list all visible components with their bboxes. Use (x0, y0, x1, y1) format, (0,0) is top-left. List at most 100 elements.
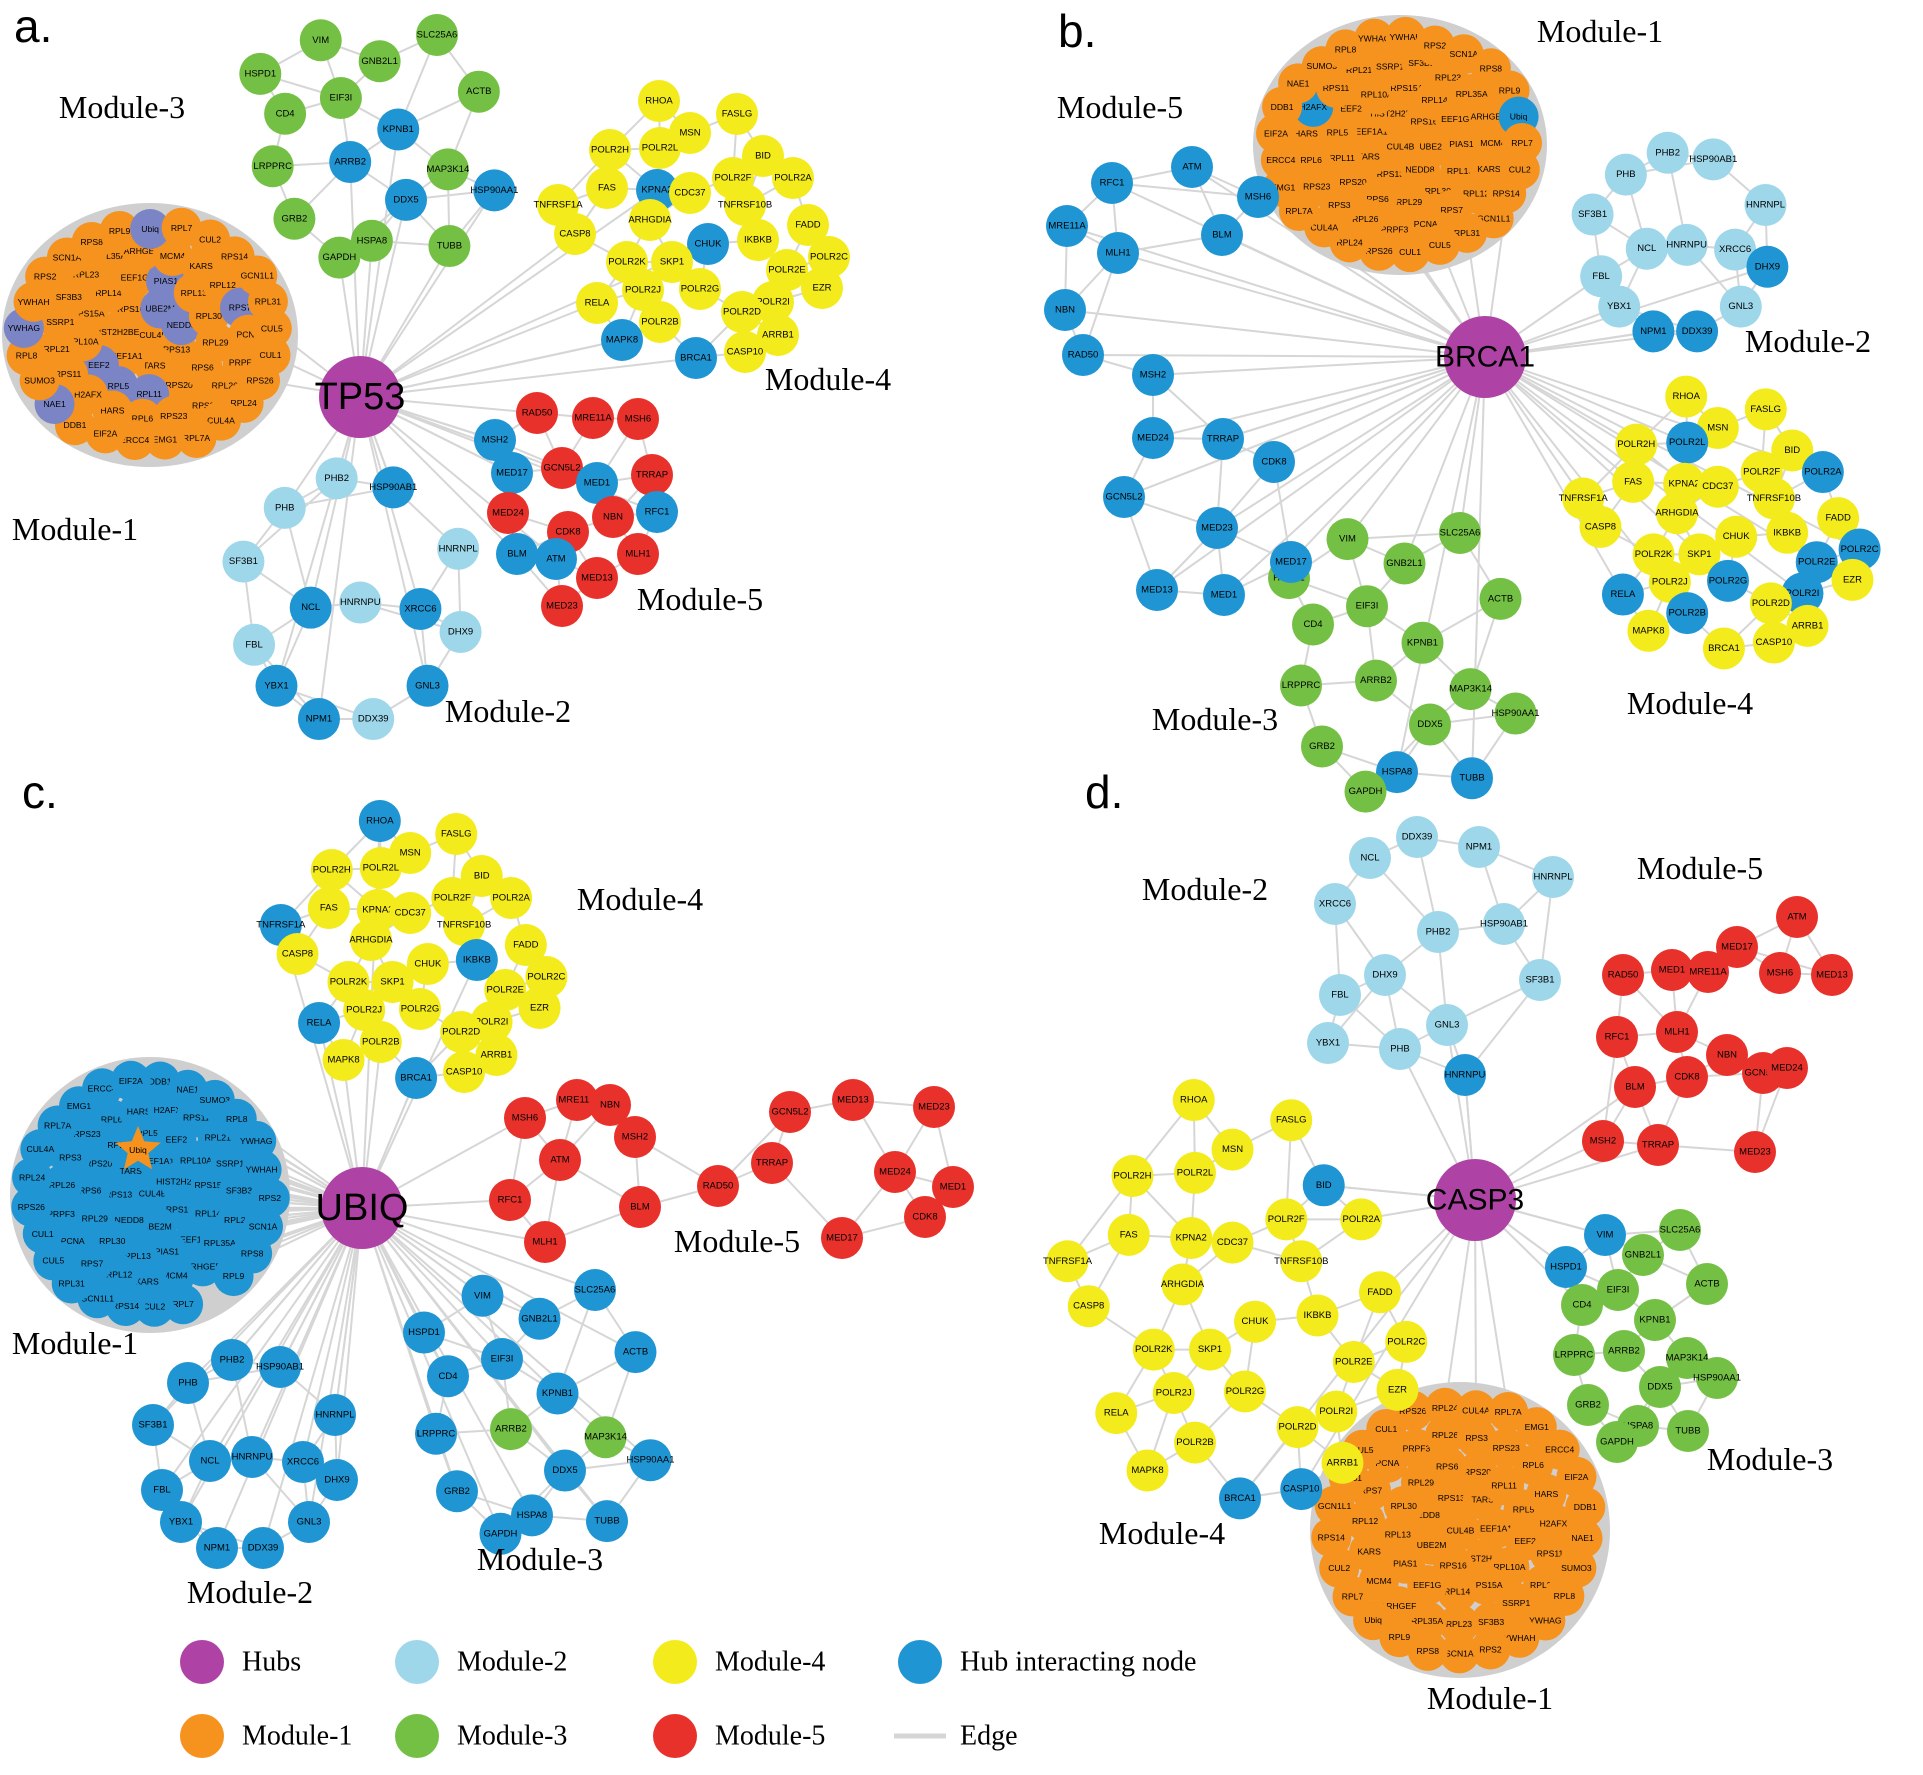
node-FAS[interactable]: FAS (1107, 1213, 1150, 1256)
node-RFC1[interactable]: RFC1 (636, 491, 678, 533)
node-MED17[interactable]: MED17 (821, 1217, 863, 1259)
node-POLR2L[interactable]: POLR2L (639, 127, 681, 169)
node-CASP8[interactable]: CASP8 (554, 213, 596, 255)
node-EIF2A[interactable]: EIF2A (1556, 1456, 1597, 1497)
node-HNRNPU[interactable]: HNRNPU (231, 1436, 273, 1478)
node-MAP3K14[interactable]: MAP3K14 (584, 1416, 627, 1459)
node-MSH2[interactable]: MSH2 (1582, 1120, 1624, 1162)
node-CHUK[interactable]: CHUK (687, 223, 729, 265)
node-RAD50[interactable]: RAD50 (697, 1165, 739, 1207)
node-ARRB2[interactable]: ARRB2 (1355, 659, 1397, 702)
node-NBN[interactable]: NBN (592, 496, 634, 538)
node-MSH6[interactable]: MSH6 (1237, 176, 1279, 218)
node-EZR[interactable]: EZR (1831, 558, 1874, 601)
node-POLR2L[interactable]: POLR2L (1666, 421, 1709, 464)
node-CD4[interactable]: CD4 (1561, 1284, 1603, 1326)
node-SF3B1[interactable]: SF3B1 (1519, 959, 1561, 1001)
node-TNFRSF10B[interactable]: TNFRSF10B (1274, 1240, 1328, 1283)
node-BID[interactable]: BID (1302, 1164, 1345, 1207)
node-MED13[interactable]: MED13 (576, 557, 618, 599)
node-MSN[interactable]: MSN (1211, 1128, 1254, 1171)
node-HNRNPU[interactable]: HNRNPU (1665, 223, 1708, 266)
node-RFC1[interactable]: RFC1 (1596, 1016, 1638, 1058)
node-DDX39[interactable]: DDX39 (1396, 816, 1438, 858)
node-NPM1[interactable]: NPM1 (1458, 826, 1500, 868)
node-FASLG[interactable]: FASLG (435, 813, 478, 855)
node-GNB2L1[interactable]: GNB2L1 (358, 40, 401, 83)
node-KPNB1[interactable]: KPNB1 (536, 1372, 579, 1415)
node-HNRNPU[interactable]: HNRNPU (339, 581, 382, 624)
node-GAPDH[interactable]: GAPDH (318, 236, 361, 279)
node-CHUK[interactable]: CHUK (1234, 1300, 1276, 1343)
node-SLC25A6[interactable]: SLC25A6 (416, 14, 458, 56)
node-ATM[interactable]: ATM (1171, 146, 1213, 188)
node-RAD50[interactable]: RAD50 (1602, 954, 1644, 996)
node-POLR2B[interactable]: POLR2B (359, 1021, 402, 1063)
node-DHX9[interactable]: DHX9 (316, 1459, 358, 1501)
node-HNRNPL[interactable]: HNRNPL (314, 1394, 356, 1436)
node-HNRNPL[interactable]: HNRNPL (437, 527, 480, 570)
node-EIF3I[interactable]: EIF3I (481, 1338, 523, 1380)
node-VIM[interactable]: VIM (1584, 1214, 1626, 1256)
node-ACTB[interactable]: ACTB (1479, 577, 1522, 620)
node-YBX1[interactable]: YBX1 (1598, 285, 1641, 328)
node-ACTB[interactable]: ACTB (614, 1331, 657, 1374)
node-NCL[interactable]: NCL (189, 1440, 231, 1482)
node-RELA[interactable]: RELA (1095, 1392, 1138, 1435)
node-MRE11A[interactable]: MRE11A (572, 397, 614, 439)
node-NCL[interactable]: NCL (1625, 227, 1668, 270)
node-MED23[interactable]: MED23 (1196, 507, 1238, 549)
node-FBL[interactable]: FBL (233, 623, 276, 666)
node-FAS[interactable]: FAS (1612, 460, 1655, 503)
node-RELA[interactable]: RELA (1601, 573, 1644, 616)
node-CDC37[interactable]: CDC37 (389, 892, 432, 934)
node-ARRB1[interactable]: ARRB1 (1321, 1441, 1364, 1484)
node-HSPD1[interactable]: HSPD1 (403, 1311, 445, 1354)
node-FASLG[interactable]: FASLG (1270, 1099, 1313, 1142)
node-SLC25A6[interactable]: SLC25A6 (1659, 1209, 1701, 1251)
node-LRPPRC[interactable]: LRPPRC (1553, 1334, 1595, 1376)
node-MED23[interactable]: MED23 (1734, 1131, 1776, 1173)
node-CDK8[interactable]: CDK8 (1666, 1056, 1708, 1098)
node-LRPPRC[interactable]: LRPPRC (1280, 664, 1322, 707)
node-POLR2H[interactable]: POLR2H (1111, 1155, 1154, 1197)
node-NBN[interactable]: NBN (1044, 289, 1086, 331)
node-SF3B1[interactable]: SF3B1 (132, 1404, 174, 1446)
node-TRRAP[interactable]: TRRAP (1202, 418, 1244, 460)
node-POLR2H[interactable]: POLR2H (589, 129, 631, 171)
node-YBX1[interactable]: YBX1 (160, 1501, 202, 1543)
node-FBL[interactable]: FBL (1319, 974, 1361, 1016)
node-RHOA[interactable]: RHOA (358, 800, 401, 842)
node-SF3B1[interactable]: SF3B1 (1571, 193, 1614, 236)
node-HNRNPL[interactable]: HNRNPL (1532, 856, 1574, 898)
node-DHX9[interactable]: DHX9 (1364, 954, 1406, 996)
node-ARHGDIA[interactable]: ARHGDIA (1161, 1263, 1205, 1306)
node-ACTB[interactable]: ACTB (457, 70, 500, 113)
node-MED24[interactable]: MED24 (1766, 1047, 1808, 1089)
node-HSP90AB1[interactable]: HSP90AB1 (1480, 903, 1528, 945)
node-MLH1[interactable]: MLH1 (524, 1221, 566, 1263)
node-DDX5[interactable]: DDX5 (385, 178, 427, 221)
hub-node-UBIQ[interactable]: UBIQ (316, 1167, 409, 1249)
node-FASLG[interactable]: FASLG (1744, 388, 1787, 431)
node-POLR2D[interactable]: POLR2D (1276, 1406, 1319, 1449)
node-POLR2G[interactable]: POLR2G (1224, 1370, 1266, 1413)
node-POLR2G[interactable]: POLR2G (399, 988, 441, 1030)
node-VIM[interactable]: VIM (461, 1274, 504, 1317)
node-GRB2[interactable]: GRB2 (436, 1470, 478, 1513)
node-POLR2D[interactable]: POLR2D (721, 291, 763, 333)
node-CD4[interactable]: CD4 (264, 92, 307, 135)
node-MED24[interactable]: MED24 (1132, 417, 1174, 459)
node-CASP8[interactable]: CASP8 (276, 933, 319, 975)
node-POLR2E[interactable]: POLR2E (1332, 1341, 1375, 1383)
node-MAPK8[interactable]: MAPK8 (1126, 1449, 1169, 1492)
node-HSPD1[interactable]: HSPD1 (1545, 1246, 1587, 1288)
hub-node-TP53[interactable]: TP53 (315, 356, 406, 438)
node-IKBKB[interactable]: IKBKB (1296, 1294, 1339, 1337)
node-PHB[interactable]: PHB (1604, 153, 1647, 196)
node-POLR2G[interactable]: POLR2G (1707, 559, 1749, 602)
node-NCL[interactable]: NCL (289, 586, 332, 629)
node-KPNB1[interactable]: KPNB1 (1401, 621, 1444, 664)
node-GNL3[interactable]: GNL3 (288, 1501, 330, 1543)
node-SF3B1[interactable]: SF3B1 (222, 540, 265, 583)
